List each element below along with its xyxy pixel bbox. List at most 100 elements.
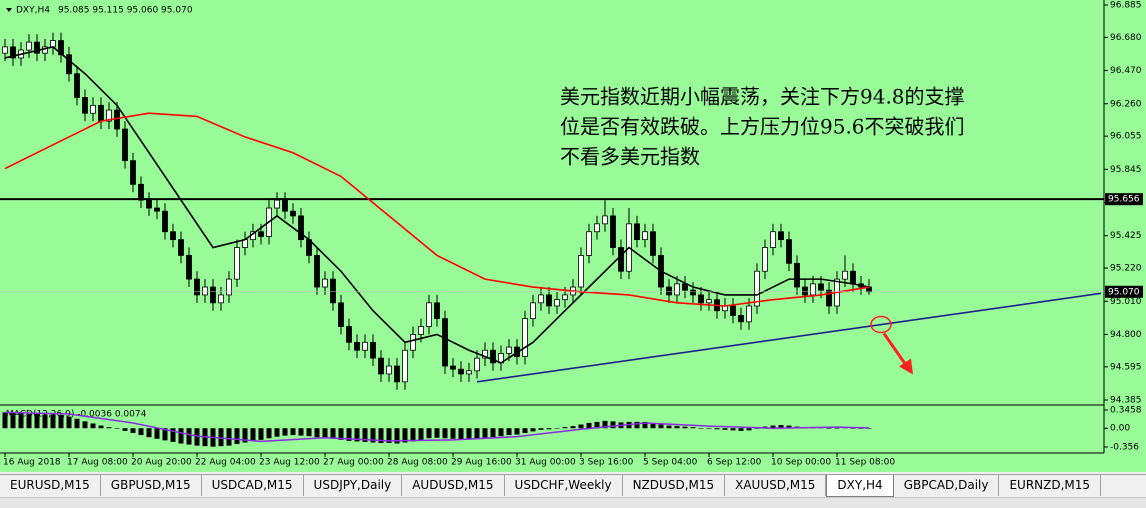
arrow-head xyxy=(899,358,913,375)
candle-body xyxy=(426,302,432,327)
candle-body xyxy=(226,278,232,296)
macd-bar xyxy=(570,426,576,429)
candle-body xyxy=(578,255,584,288)
candle-body xyxy=(442,318,448,367)
candle-body xyxy=(762,247,768,272)
y-tick-label: 96.680 xyxy=(1110,33,1142,43)
price-axis-background xyxy=(1104,0,1146,472)
x-tick-label: 23 Aug 12:00 xyxy=(259,458,320,468)
candle-body xyxy=(10,46,16,59)
macd-bar xyxy=(154,428,160,439)
macd-bar xyxy=(866,428,872,429)
candle-body xyxy=(410,334,416,351)
macd-bar xyxy=(242,428,248,443)
macd-bar xyxy=(578,424,584,429)
candle-body xyxy=(74,73,80,98)
y-tick-label: 94.385 xyxy=(1110,396,1142,406)
candle-body xyxy=(418,326,424,335)
macd-bar xyxy=(290,428,296,436)
candle-body xyxy=(122,128,128,162)
macd-bar xyxy=(450,428,456,439)
candle-body xyxy=(50,40,56,48)
last-price-box xyxy=(1105,285,1143,298)
macd-bar xyxy=(266,428,272,439)
macd-bar xyxy=(418,428,424,440)
candle-body xyxy=(138,183,144,201)
macd-bar xyxy=(306,428,312,437)
candle-body xyxy=(290,210,296,217)
candle-body xyxy=(466,370,472,375)
candle-body xyxy=(90,104,96,114)
candle-body xyxy=(282,199,288,212)
candle-body xyxy=(378,357,384,375)
macd-bar xyxy=(706,428,712,429)
candle-body xyxy=(402,349,408,383)
candle-body xyxy=(666,286,672,296)
candle-body xyxy=(826,289,832,307)
macd-bar xyxy=(650,422,656,429)
macd-bar xyxy=(594,421,600,429)
macd-bar xyxy=(682,426,688,429)
symbol-tab[interactable]: EURUSD,M15 xyxy=(0,475,101,496)
candle-body xyxy=(482,349,488,359)
macd-bar xyxy=(106,427,112,429)
candle-body xyxy=(202,286,208,296)
symbol-tab[interactable]: USDCHF,Weekly xyxy=(505,475,623,496)
y-tick-label: 95.010 xyxy=(1110,297,1142,307)
macd-bar xyxy=(138,428,144,436)
macd-bar xyxy=(522,428,528,433)
macd-bar xyxy=(282,428,288,436)
symbol-tab[interactable]: GBPUSD,M15 xyxy=(101,475,202,496)
macd-bar xyxy=(554,428,560,429)
x-tick-label: 11 Sep 08:00 xyxy=(835,458,895,468)
x-tick-label: 3 Sep 16:00 xyxy=(579,458,634,468)
macd-bar xyxy=(834,428,840,429)
macd-bar xyxy=(330,428,336,439)
candle-body xyxy=(690,289,696,296)
macd-bar xyxy=(730,428,736,431)
symbol-tab[interactable]: XAUUSD,M15 xyxy=(725,475,827,496)
symbol-tab[interactable]: AUDUSD,M15 xyxy=(402,475,505,496)
symbol-tab[interactable]: USDJPY,Daily xyxy=(304,475,403,496)
candle-body xyxy=(162,210,168,233)
macd-bar xyxy=(98,425,104,429)
candle-body xyxy=(618,247,624,272)
candle-body xyxy=(210,286,216,304)
macd-bar xyxy=(346,428,352,441)
candle-body xyxy=(34,41,40,54)
macd-bar xyxy=(122,428,128,431)
symbol-tab[interactable]: EURNZD,M15 xyxy=(999,475,1102,496)
candle-body xyxy=(802,286,808,296)
symbol-tab[interactable]: NZDUSD,M15 xyxy=(623,475,726,496)
macd-bar xyxy=(66,416,72,429)
symbol-tab[interactable]: USDCAD,M15 xyxy=(202,475,304,496)
macd-bar xyxy=(50,414,56,429)
macd-bar xyxy=(498,428,504,437)
price-label-box xyxy=(1105,193,1143,206)
candle-body xyxy=(778,231,784,241)
y-tick-label: 0.3458 xyxy=(1110,406,1142,416)
macd-bar xyxy=(186,428,192,445)
candle-body xyxy=(338,302,344,327)
y-tick-label: -0.356 xyxy=(1110,443,1139,453)
macd-bar xyxy=(858,428,864,429)
annotation: 不看多美元指数 xyxy=(560,145,700,169)
macd-bar xyxy=(10,412,16,429)
y-tick-label: 96.260 xyxy=(1110,99,1142,109)
candle-body xyxy=(586,231,592,256)
macd-bar xyxy=(674,426,680,429)
x-tick-label: 27 Aug 00:00 xyxy=(323,458,384,468)
candle-body xyxy=(754,270,760,307)
symbol-tab[interactable]: GBPCAD,Daily xyxy=(894,475,1000,496)
macd-bar xyxy=(642,421,648,429)
candle-body xyxy=(298,215,304,241)
y-tick-label: 95.425 xyxy=(1110,231,1142,241)
line-series xyxy=(4,46,870,364)
candle-body xyxy=(674,283,680,296)
annotation: 位是否有效跌破。上方压力位95.6不突破我们 xyxy=(560,115,965,139)
macd-bar xyxy=(426,428,432,439)
candle-body xyxy=(186,255,192,280)
symbol-tab[interactable]: DXY,H4 xyxy=(826,475,894,497)
candle-body xyxy=(26,41,32,51)
